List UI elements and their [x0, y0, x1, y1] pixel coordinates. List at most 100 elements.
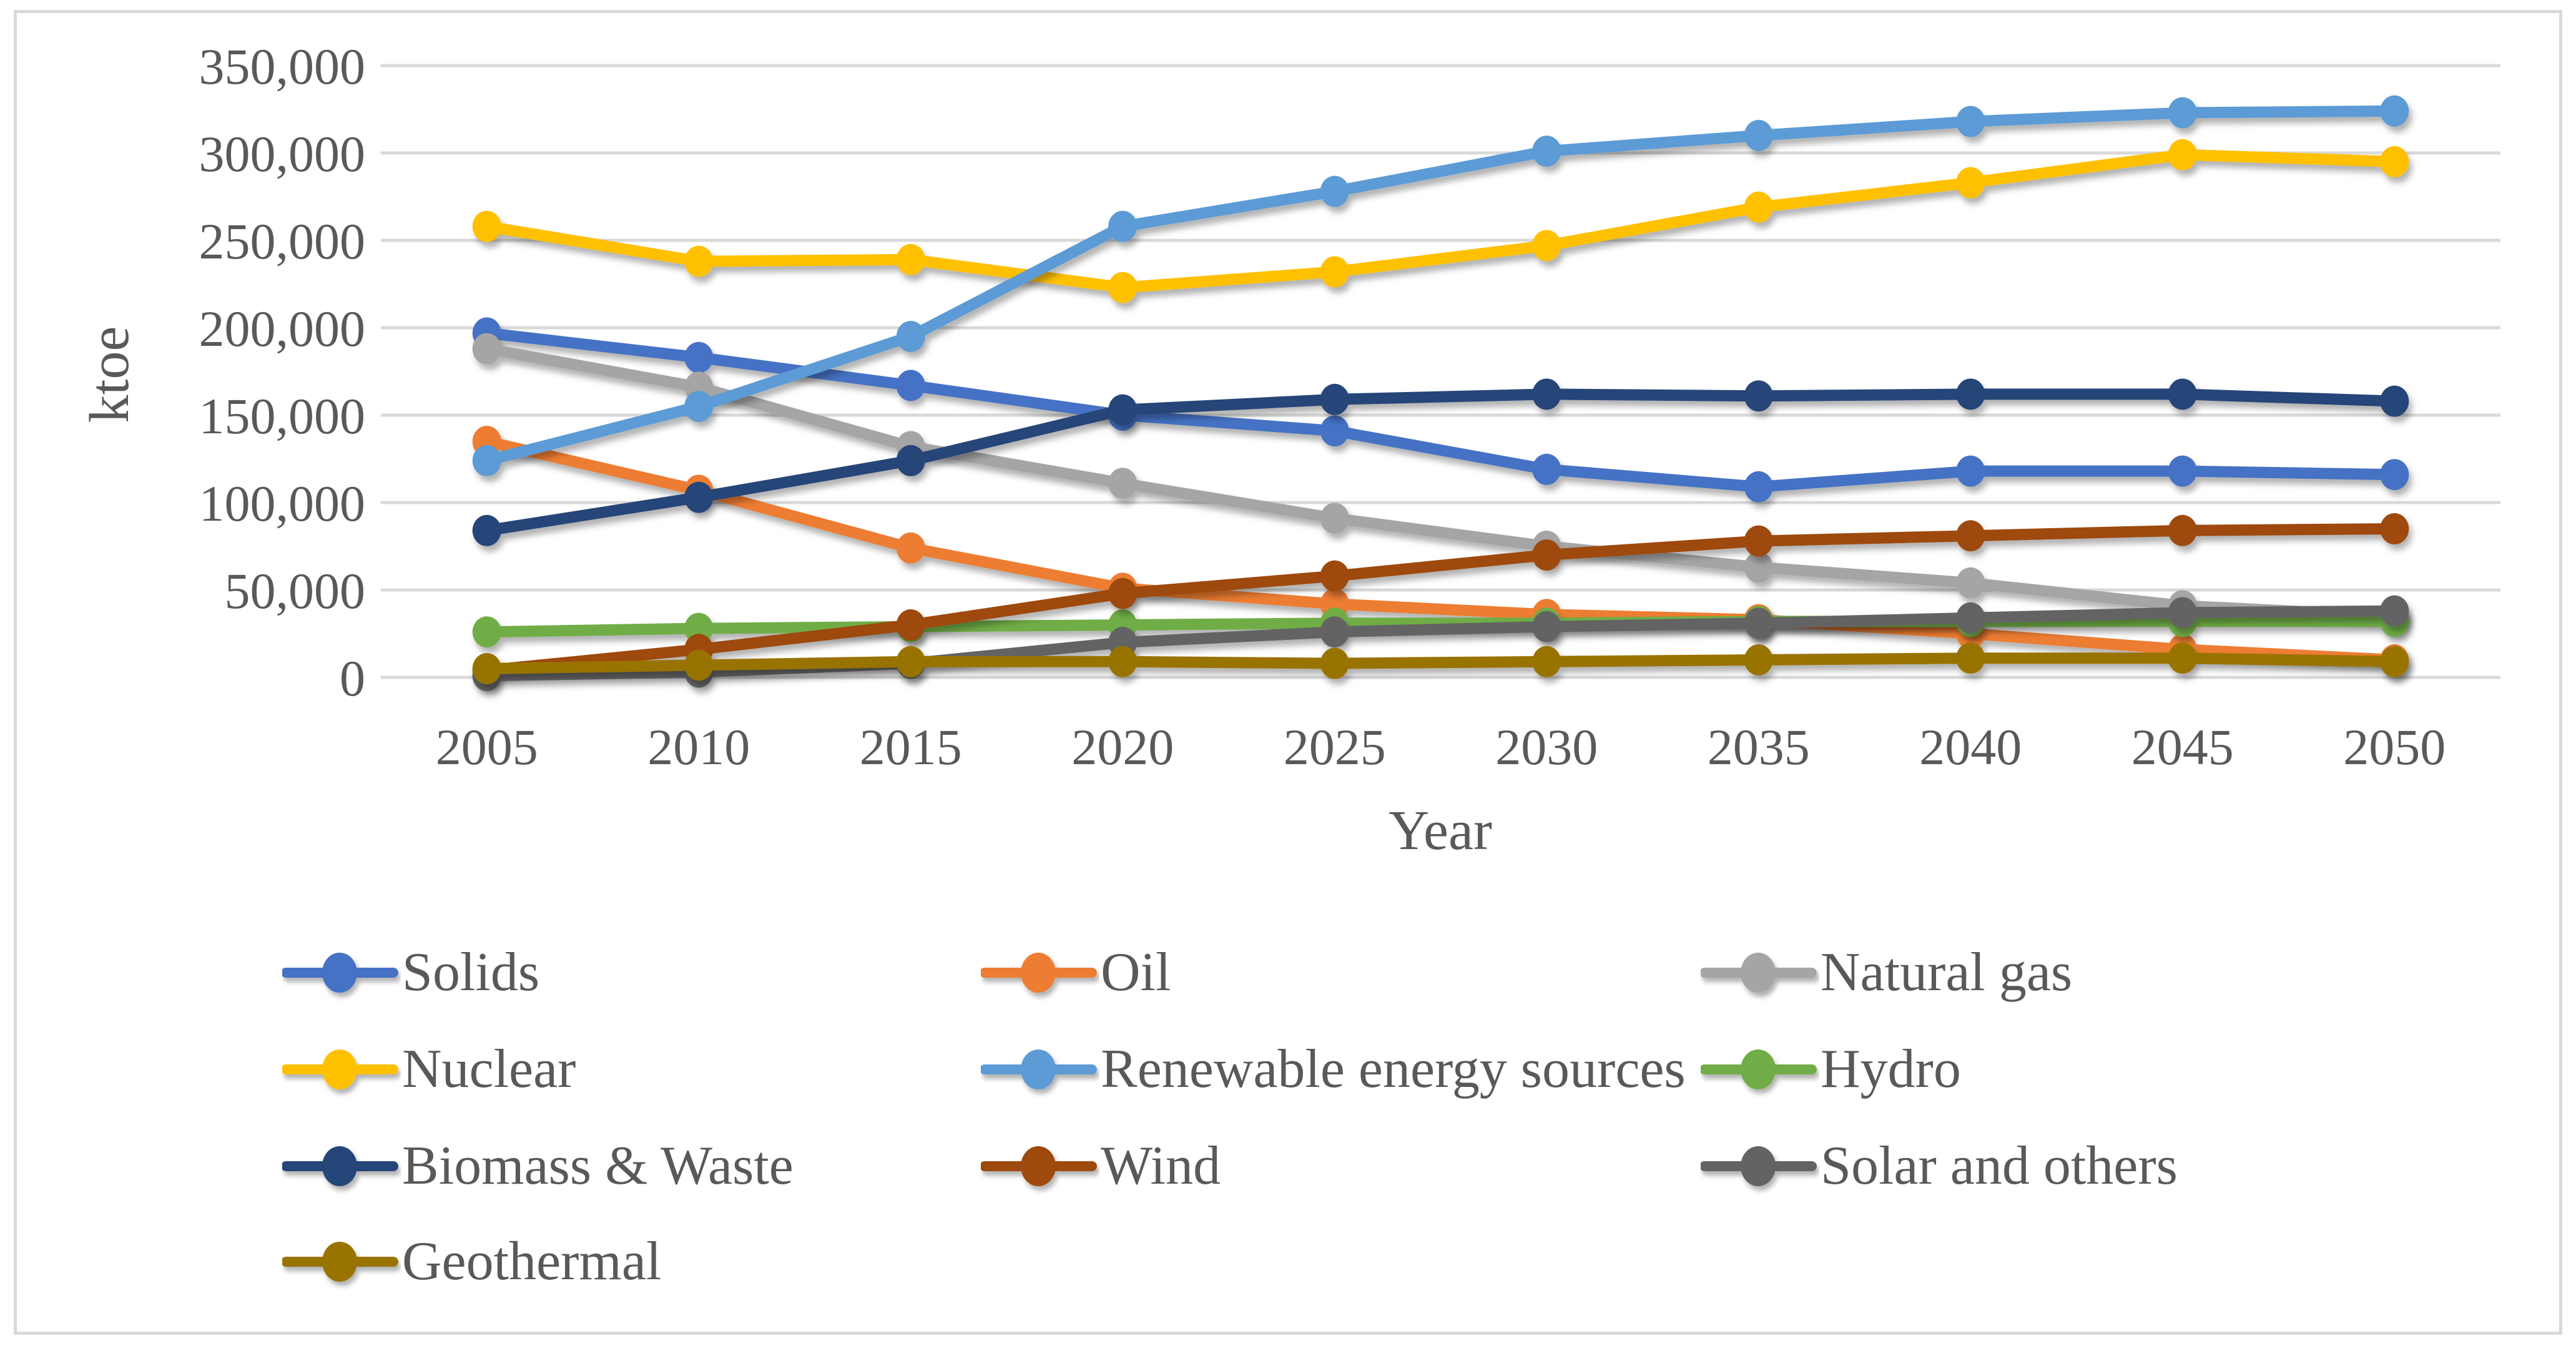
data-point-renewable-energy-sources-2045	[2168, 97, 2197, 129]
data-point-nuclear-2015	[896, 243, 925, 275]
x-tick-label: 2005	[436, 719, 538, 775]
data-point-oil-2015	[896, 532, 925, 564]
y-tick-label: 250,000	[199, 213, 366, 270]
legend-marker-nuclear-icon	[282, 1049, 398, 1089]
legend-item-natural-gas: Natural gas	[1701, 935, 2072, 1010]
data-point-geothermal-2040	[1956, 642, 1985, 674]
data-point-biomass-waste-2025	[1320, 383, 1349, 415]
data-point-renewable-energy-sources-2005	[472, 445, 501, 476]
data-point-biomass-waste-2015	[896, 445, 925, 476]
x-tick-label: 2030	[1495, 719, 1598, 775]
data-point-geothermal-2030	[1532, 646, 1561, 677]
legend-label: Solids	[402, 942, 540, 1003]
legend-item-nuclear: Nuclear	[282, 1032, 576, 1107]
series-line-nuclear	[481, 149, 2401, 293]
data-point-natural-gas-2020	[1108, 468, 1138, 499]
y-axis-tick-labels: 0 50,000 100,000 150,000 200,000 250,000 300,0…	[199, 38, 366, 707]
data-point-solids-2015	[896, 370, 925, 401]
legend-label: Hydro	[1821, 1039, 1961, 1099]
legend-label: Natural gas	[1821, 942, 2073, 1003]
data-point-solar-and-others-2050	[2380, 595, 2409, 627]
y-tick-label: 100,000	[199, 475, 366, 532]
data-point-nuclear-2045	[2168, 139, 2197, 170]
data-point-renewable-energy-sources-2025	[1320, 175, 1349, 207]
data-point-biomass-waste-2020	[1108, 394, 1138, 426]
legend-item-biomass-waste: Biomass & Waste	[282, 1129, 794, 1204]
legend-label: Geothermal	[402, 1231, 662, 1292]
legend-item-solids: Solids	[282, 935, 539, 1010]
data-point-geothermal-2010	[684, 649, 714, 681]
data-point-solids-2030	[1532, 453, 1561, 485]
data-point-geothermal-2045	[2168, 642, 2197, 674]
x-axis-title: Year	[1389, 800, 1492, 862]
legend-item-wind: Wind	[981, 1129, 1221, 1204]
data-point-biomass-waste-2010	[684, 481, 714, 513]
series-geothermal	[472, 642, 2409, 684]
data-point-solar-and-others-2025	[1320, 616, 1349, 648]
data-point-wind-2030	[1532, 539, 1561, 571]
y-tick-label: 0	[340, 650, 365, 707]
data-point-solids-2035	[1744, 471, 1773, 503]
data-point-natural-gas-2035	[1744, 551, 1773, 583]
data-point-nuclear-2005	[472, 210, 501, 242]
data-point-solar-and-others-2045	[2168, 597, 2197, 629]
data-point-hydro-2005	[472, 616, 501, 648]
data-point-solids-2050	[2380, 459, 2409, 491]
x-tick-label: 2040	[1919, 719, 2022, 775]
legend-marker-oil-icon	[981, 953, 1097, 993]
data-point-renewable-energy-sources-2030	[1532, 135, 1561, 167]
data-point-geothermal-2005	[472, 653, 501, 684]
data-point-renewable-energy-sources-2015	[896, 321, 925, 352]
data-point-solar-and-others-2040	[1956, 602, 1985, 634]
legend-marker-hydro-icon	[1701, 1049, 1817, 1089]
x-axis-tick-labels: 2005 2010 2015 2020 2025 2030 2035 2040 2045 2050	[436, 719, 2446, 775]
legend-item-solar-and-others: Solar and others	[1701, 1129, 2178, 1204]
legend-label: Oil	[1101, 942, 1171, 1003]
y-tick-label: 300,000	[199, 125, 366, 182]
legend-label: Renewable energy sources	[1101, 1039, 1686, 1099]
data-point-solids-2045	[2168, 455, 2197, 487]
series-line-hydro	[481, 616, 2401, 638]
data-point-solar-and-others-2035	[1744, 607, 1773, 639]
legend-label: Nuclear	[402, 1039, 576, 1099]
x-tick-label: 2015	[860, 719, 962, 775]
data-point-geothermal-2035	[1744, 644, 1773, 675]
data-point-nuclear-2040	[1956, 167, 1985, 199]
data-point-wind-2015	[896, 609, 925, 641]
data-point-natural-gas-2005	[472, 333, 501, 365]
data-point-natural-gas-2025	[1320, 503, 1349, 534]
series-line-natural-gas	[481, 343, 2401, 622]
legend-marker-natural-gas-icon	[1701, 953, 1817, 993]
legend-label: Biomass & Waste	[402, 1136, 794, 1196]
data-point-solids-2010	[684, 341, 714, 373]
data-point-solids-2025	[1320, 415, 1349, 447]
data-point-wind-2035	[1744, 525, 1773, 557]
data-point-renewable-energy-sources-2010	[684, 391, 714, 422]
x-tick-label: 2025	[1284, 719, 1386, 775]
data-point-geothermal-2020	[1108, 646, 1138, 677]
series-renewable-energy-sources	[472, 95, 2409, 476]
data-point-renewable-energy-sources-2040	[1956, 106, 1985, 137]
data-point-biomass-waste-2005	[472, 514, 501, 546]
series-biomass-waste	[472, 378, 2409, 546]
data-point-geothermal-2025	[1320, 647, 1349, 679]
data-point-biomass-waste-2045	[2168, 378, 2197, 410]
data-point-biomass-waste-2035	[1744, 380, 1773, 412]
series-line-oil	[481, 436, 2401, 666]
legend-marker-solar-and-others-icon	[1701, 1146, 1817, 1186]
data-point-solids-2040	[1956, 455, 1985, 487]
data-point-solar-and-others-2030	[1532, 611, 1561, 642]
data-point-nuclear-2025	[1320, 256, 1349, 288]
legend-marker-solids-icon	[282, 953, 398, 993]
series-line-wind	[481, 523, 2401, 676]
data-point-biomass-waste-2040	[1956, 378, 1985, 410]
legend-marker-renewable-energy-sources-icon	[981, 1049, 1097, 1089]
y-tick-label: 200,000	[199, 300, 366, 357]
series-line-geothermal	[481, 652, 2401, 674]
data-point-geothermal-2050	[2380, 646, 2409, 677]
y-tick-label: 350,000	[199, 38, 366, 95]
legend-label: Wind	[1101, 1136, 1221, 1196]
series-line-biomass-waste	[481, 388, 2401, 536]
data-point-nuclear-2050	[2380, 146, 2409, 177]
